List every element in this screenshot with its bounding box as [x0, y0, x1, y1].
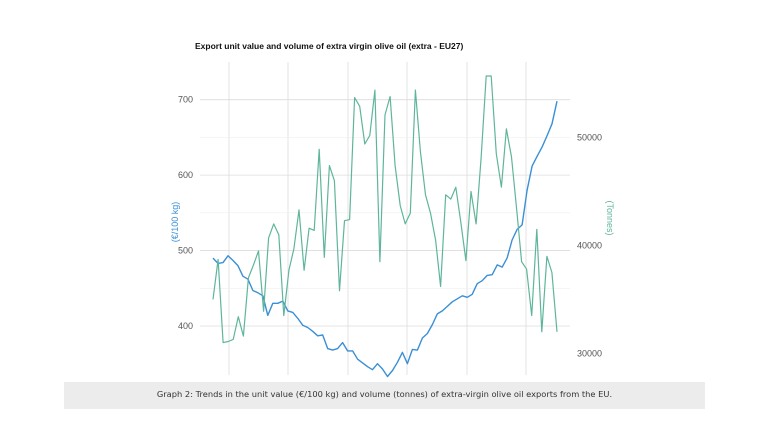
chart-title: Export unit value and volume of extra vi… [195, 41, 463, 51]
volume-line [212, 75, 558, 344]
left-tick-label: 500 [178, 246, 193, 256]
right-axis-label: (Tonnes) [605, 200, 615, 235]
left-tick-label: 400 [178, 321, 193, 331]
left-tick-label: 600 [178, 170, 193, 180]
series-lines [212, 75, 558, 378]
caption-box: Graph 2: Trends in the unit value (€/100… [64, 382, 705, 409]
caption: Graph 2: Trends in the unit value (€/100… [156, 389, 613, 399]
left-axis-label: (€/100 kg) [170, 202, 180, 243]
left-tick-label: 700 [178, 95, 193, 105]
right-tick-label: 30000 [577, 348, 602, 358]
grid [200, 62, 570, 375]
right-tick-label: 50000 [577, 133, 602, 143]
right-axis-ticks: 30000 40000 50000 [577, 133, 602, 359]
right-tick-label: 40000 [577, 240, 602, 250]
dual-axis-line-chart: Export unit value and volume of extra vi… [170, 41, 615, 378]
left-axis-ticks: 400 500 600 700 [178, 95, 193, 331]
unit-value-line [212, 101, 558, 378]
